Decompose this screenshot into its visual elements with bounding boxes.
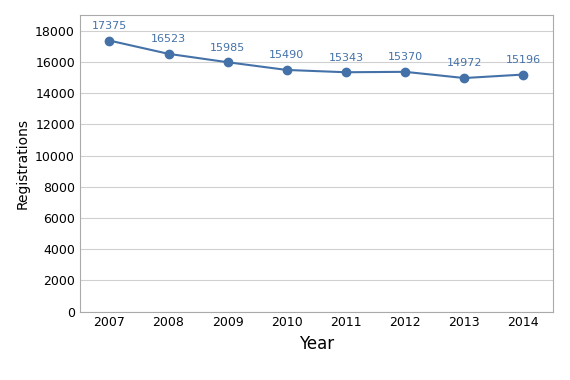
Text: 16523: 16523 xyxy=(151,34,186,44)
X-axis label: Year: Year xyxy=(299,335,334,353)
Text: 14972: 14972 xyxy=(446,58,482,68)
Text: 15370: 15370 xyxy=(388,52,422,62)
Text: 15490: 15490 xyxy=(269,50,304,60)
Text: 17375: 17375 xyxy=(92,21,127,31)
Text: 15985: 15985 xyxy=(210,43,245,52)
Text: 15196: 15196 xyxy=(506,55,541,65)
Y-axis label: Registrations: Registrations xyxy=(15,118,30,209)
Text: 15343: 15343 xyxy=(328,52,364,63)
